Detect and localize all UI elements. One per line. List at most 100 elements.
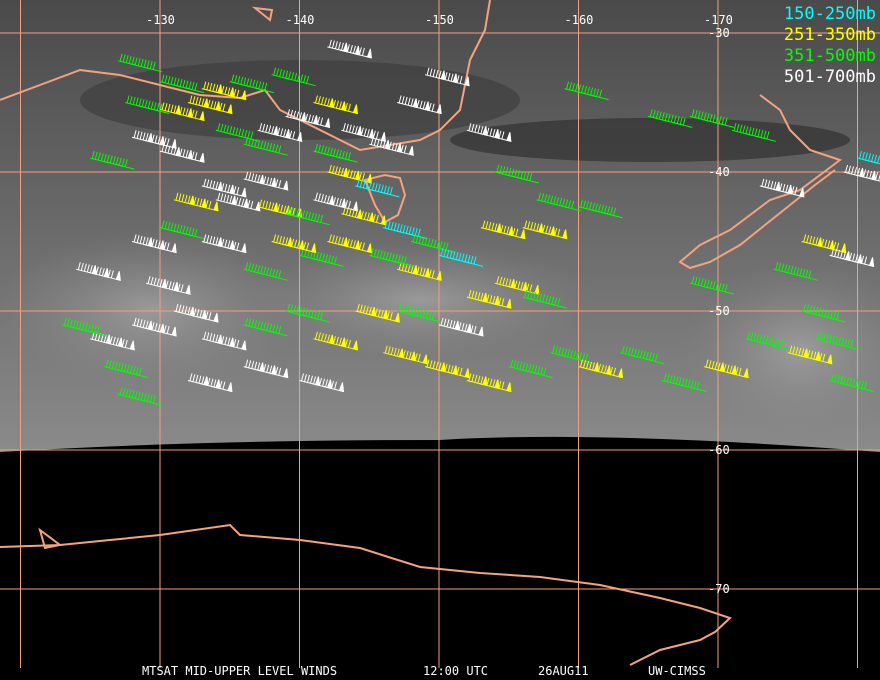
wind-barb (393, 254, 414, 267)
wind-barb (853, 254, 875, 268)
wind-barb (602, 205, 623, 219)
wind-barb (546, 226, 568, 240)
wind-barb (130, 390, 151, 403)
kangaroo-island (251, 6, 274, 22)
wind-barb (602, 365, 624, 379)
wind-barb (169, 282, 191, 295)
wind-barb (421, 309, 442, 323)
wind-barb (351, 45, 372, 59)
wind-barb (309, 309, 330, 323)
wind-barb (114, 156, 135, 170)
time-label: 12:00 UTC (423, 664, 489, 678)
wind-barb (504, 226, 526, 240)
wind-barb (267, 365, 289, 379)
wind-barb (171, 77, 193, 91)
wind-barb (351, 240, 372, 254)
wind-barb (197, 198, 219, 212)
wind-barb (337, 101, 359, 115)
wind-barb (421, 268, 442, 281)
latitude-label: -50 (708, 304, 730, 318)
wind-barb (825, 240, 847, 254)
wind-barb (323, 254, 344, 267)
latitude-label: -70 (708, 582, 730, 596)
wind-barb (490, 379, 512, 393)
legend-item: 351-500mb (783, 46, 876, 66)
wind-barbs (62, 39, 880, 406)
wind-barb (713, 115, 735, 128)
longitude-label: -130 (146, 13, 175, 27)
wind-barb (225, 240, 247, 254)
wind-barb (365, 129, 386, 142)
wind-barb (686, 379, 707, 392)
wind-barb (546, 295, 567, 309)
wind-barb (632, 348, 653, 362)
wind-barb (797, 268, 818, 281)
wind-barb (421, 101, 442, 115)
wind-barb (532, 365, 553, 379)
credit-label: UW-CIMSS (648, 664, 706, 678)
wind-barb (462, 323, 484, 337)
wind-barb (365, 212, 386, 226)
legend-item: 251-350mb (783, 25, 876, 45)
wind-barb (448, 73, 470, 87)
wind-barb (672, 115, 693, 128)
antarctica-coast (0, 523, 732, 666)
wind-barb (309, 212, 330, 226)
wind-barb (713, 282, 735, 295)
wind-barb (337, 337, 359, 351)
wind-barb (853, 379, 874, 392)
wind-barb (490, 295, 512, 309)
wind-barb (548, 195, 569, 209)
longitude-label: -150 (425, 13, 454, 27)
wind-barb (142, 393, 163, 406)
wind-barb (379, 309, 400, 323)
wind-barb (267, 177, 289, 191)
wind-barb (253, 80, 274, 94)
wind-barb (462, 254, 484, 267)
longitude-label: -140 (286, 13, 315, 27)
legend-item: 150-250mb (783, 4, 876, 24)
wind-barb (155, 240, 177, 254)
latitude-label: -60 (708, 443, 730, 457)
tasmania-coast (363, 173, 407, 224)
latitude-label: -40 (708, 165, 730, 179)
wind-barb (155, 323, 177, 337)
wind-barb (769, 337, 791, 351)
wind-barb (183, 108, 205, 122)
wind-barb (267, 268, 288, 281)
date-label: 26AUG11 (538, 664, 589, 678)
latitude-label: -30 (708, 26, 730, 40)
wind-barb (211, 101, 233, 115)
wind-barb (379, 184, 400, 198)
longitude-label: -170 (704, 13, 733, 27)
wind-barb (644, 351, 665, 365)
wind-barb (588, 87, 609, 101)
wind-barb (295, 73, 316, 87)
wind-barb (267, 323, 288, 337)
wind-barb (86, 323, 107, 337)
wind-barb (841, 376, 862, 389)
wind-barb (825, 309, 846, 323)
wind-barb (755, 129, 777, 142)
wind-barb (225, 337, 247, 351)
wind-barb (183, 80, 205, 94)
wind-barb (100, 268, 121, 281)
new-zealand-coast (678, 94, 843, 270)
wind-barb (104, 359, 125, 373)
wind-barb (142, 59, 163, 73)
wind-barb (811, 351, 833, 365)
wind-barb (137, 98, 158, 111)
wind-barb (337, 150, 358, 163)
wind-barb (225, 87, 247, 101)
wind-barb (211, 379, 233, 393)
wind-barb (727, 365, 749, 379)
wind-barb (393, 143, 414, 156)
wind-barb (183, 226, 205, 240)
wind-barb (225, 184, 247, 198)
product-title: MTSAT MID-UPPER LEVEL WINDS (142, 664, 338, 678)
wind-barb (323, 379, 345, 393)
legend-item: 501-700mb (783, 67, 876, 87)
wind-barb (128, 365, 149, 379)
